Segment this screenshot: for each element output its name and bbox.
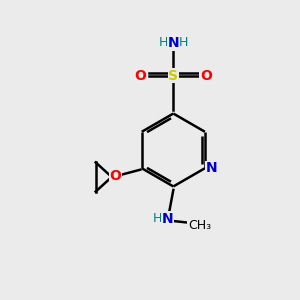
- Text: O: O: [200, 69, 212, 82]
- Text: H: H: [153, 212, 162, 225]
- Text: O: O: [135, 69, 147, 82]
- Text: N: N: [206, 161, 217, 175]
- Text: CH₃: CH₃: [188, 219, 211, 232]
- Text: N: N: [167, 36, 179, 50]
- Text: N: N: [162, 212, 173, 226]
- Text: S: S: [168, 69, 178, 82]
- Text: H: H: [179, 37, 188, 50]
- Text: O: O: [110, 169, 122, 182]
- Text: H: H: [158, 37, 168, 50]
